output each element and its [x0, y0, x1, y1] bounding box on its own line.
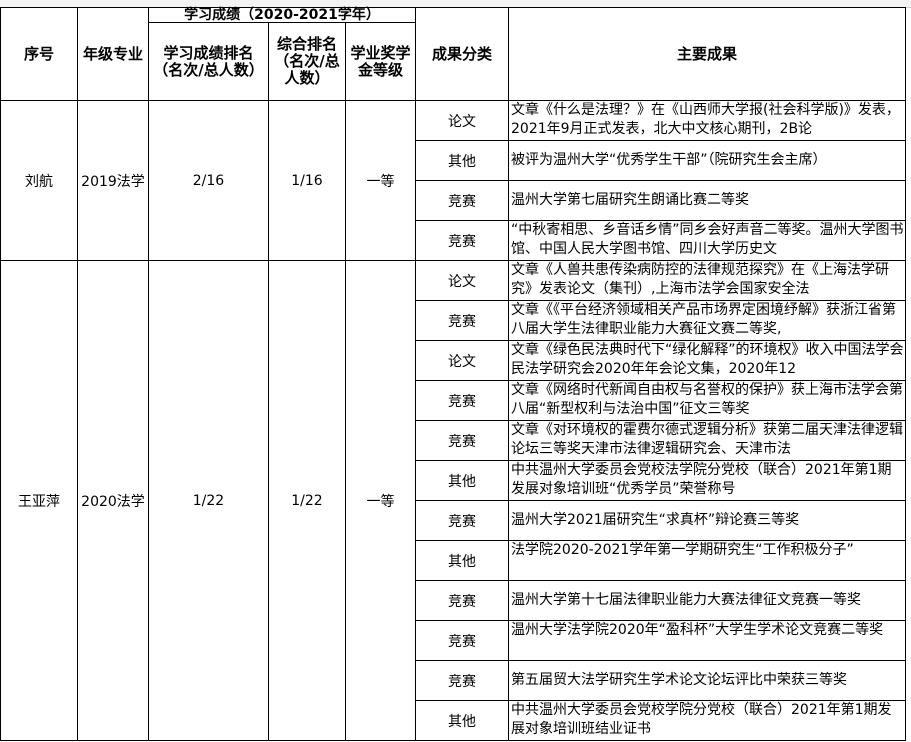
table-row: 其他 被评为温州大学“优秀学生干部”（院研究生会主席）: [1, 140, 906, 181]
header-scholarship: 学业奖学金等级: [345, 22, 416, 101]
category: 其他: [448, 153, 476, 170]
category: 其他: [448, 713, 476, 730]
grade-major: 2019法学: [77, 100, 149, 261]
achievement-cell: 第五届贸大法学研究生学术论文论坛评比中荣获三等奖: [508, 660, 906, 701]
achievement-cell: 法学院2020-2021学年第一学期研究生“工作积极分子”: [508, 540, 906, 581]
table-row: 竞赛 “中秋寄相思、乡音话乡情”同乡会好声音二等奖。温州大学图书馆、中国人民大学图…: [1, 220, 906, 261]
category: 竞赛: [448, 513, 476, 530]
achievement-text: 温州大学第七届研究生朗诵比赛二等奖: [511, 192, 749, 208]
category-cell: 论文: [415, 260, 509, 301]
achievement-cell: 文章《绿色民法典时代下“绿化解释”的环境权》收入中国法学会民法学研究会2020年…: [508, 340, 906, 381]
category: 其他: [448, 473, 476, 490]
table-row: 论文 文章《绿色民法典时代下“绿化解释”的环境权》收入中国法学会民法学研究会202…: [1, 340, 906, 381]
achievement-text: 温州大学2021届研究生“求真杯”辩论赛三等奖: [511, 512, 800, 528]
category-cell: 竞赛: [415, 180, 509, 221]
achievement-table: 序号 年级专业 学习成绩（2020-2021学年） 成果分类 主要成果 学习成绩…: [0, 7, 906, 741]
scholarship-level: 一等: [345, 100, 416, 261]
table-row: 刘航 2019法学 2/16 1/16 一等 论文 文章《什么是法理？》在《山西师大学报(社…: [0, 100, 906, 261]
category: 论文: [448, 113, 476, 130]
category-cell: 竞赛: [415, 580, 509, 621]
student-name: 王亚萍: [0, 260, 78, 741]
category: 其他: [448, 553, 476, 570]
achievement-text: 中共温州大学委员会党校法学院分党校（联合）2021年第1期发展对象培训班“优秀学…: [511, 462, 892, 497]
header-study-rank: 学习成绩排名（名次/总人数）: [148, 22, 269, 101]
achievement-cell: 中共温州大学委员会党校法学院分党校（联合）2021年第1期发展对象培训班“优秀学…: [508, 460, 906, 501]
category: 竞赛: [448, 393, 476, 410]
achievement-text: 文章《对环境权的霍费尔德式逻辑分析》获第二届天津法律逻辑论坛三等奖天津市法律逻辑…: [511, 422, 903, 457]
header-index: 序号: [0, 7, 78, 101]
category-cell: 竞赛: [415, 420, 509, 461]
overall-rank: 1/16: [268, 100, 346, 261]
header-achievements: 主要成果: [508, 7, 906, 101]
table-row: 竞赛 文章《对环境权的霍费尔德式逻辑分析》获第二届天津法律逻辑论坛三等奖天津市法律…: [1, 420, 906, 461]
achievement-text: 文章《绿色民法典时代下“绿化解释”的环境权》收入中国法学会民法学研究会2020年…: [511, 342, 904, 377]
achievement-text: 文章《《平台经济领域相关产品市场界定困境纾解》获浙江省第八届大学生法律职业能力大…: [511, 302, 896, 337]
achievement-cell: 温州大学法学院2020年“盈科杯”大学生学术论文竞赛二等奖: [508, 620, 906, 661]
achievement-cell: 温州大学第七届研究生朗诵比赛二等奖: [508, 180, 906, 221]
achievement-cell: 被评为温州大学“优秀学生干部”（院研究生会主席）: [508, 140, 906, 181]
category-cell: 其他: [415, 540, 509, 581]
grade-major: 2020法学: [77, 260, 149, 741]
category: 论文: [448, 353, 476, 370]
achievement-cell: 文章《对环境权的霍费尔德式逻辑分析》获第二届天津法律逻辑论坛三等奖天津市法律逻辑…: [508, 420, 906, 461]
achievement-cell: 温州大学2021届研究生“求真杯”辩论赛三等奖: [508, 500, 906, 541]
category-cell: 论文: [415, 340, 509, 381]
achievement-cell: 温州大学第十七届法律职业能力大赛法律征文竞赛一等奖: [508, 580, 906, 621]
achievement-text: 温州大学法学院2020年“盈科杯”大学生学术论文竞赛二等奖: [511, 622, 884, 638]
table-row: 王亚萍 2020法学 1/22 1/22 一等 论文 文章《人兽共患传染病防控的法律规范探究…: [0, 260, 906, 741]
overall-rank: 1/22: [268, 260, 346, 741]
header-grade-major: 年级专业: [77, 7, 149, 101]
category-cell: 竞赛: [415, 220, 509, 261]
achievement-text: 文章《人兽共患传染病防控的法律规范探究》在《上海法学研究》发表论文（集刊）,上海…: [511, 262, 889, 297]
achievement-cell: 文章《网络时代新闻自由权与名誉权的保护》获上海市法学会第八届“新型权利与法治中国…: [508, 380, 906, 421]
table-row: 竞赛 温州大学第十七届法律职业能力大赛法律征文竞赛一等奖: [1, 580, 906, 621]
category: 竞赛: [448, 313, 476, 330]
header-category: 成果分类: [415, 7, 509, 101]
category-cell: 其他: [415, 140, 509, 181]
achievement-cell: 文章《什么是法理？》在《山西师大学报(社会科学版)》发表，2021年9月正式发表…: [508, 100, 906, 141]
category: 竞赛: [448, 433, 476, 450]
table-row: 其他 中共温州大学委员会党校学院分党校（联合）2021年第1期发展对象培训班结业证…: [1, 700, 906, 741]
achievement-text: 文章《网络时代新闻自由权与名誉权的保护》获上海市法学会第八届“新型权利与法治中国…: [511, 382, 903, 417]
category-cell: 竞赛: [415, 300, 509, 341]
achievement-text: 被评为温州大学“优秀学生干部”（院研究生会主席）: [511, 152, 827, 168]
achievement-cell: “中秋寄相思、乡音话乡情”同乡会好声音二等奖。温州大学图书馆、中国人民大学图书馆…: [508, 220, 906, 261]
study-rank: 1/22: [148, 260, 269, 741]
category: 论文: [448, 273, 476, 290]
category: 竞赛: [448, 233, 476, 250]
study-rank: 2/16: [148, 100, 269, 261]
category-cell: 竞赛: [415, 500, 509, 541]
header-academic-group: 学习成绩（2020-2021学年）: [148, 7, 416, 23]
category-cell: 竞赛: [415, 660, 509, 701]
table-row: 竞赛 温州大学2021届研究生“求真杯”辩论赛三等奖: [1, 500, 906, 541]
achievement-cell: 文章《人兽共患传染病防控的法律规范探究》在《上海法学研究》发表论文（集刊）,上海…: [508, 260, 906, 301]
table-row: 竞赛 文章《《平台经济领域相关产品市场界定困境纾解》获浙江省第八届大学生法律职业能…: [1, 300, 906, 341]
achievement-text: 温州大学第十七届法律职业能力大赛法律征文竞赛一等奖: [511, 592, 861, 608]
category-cell: 竞赛: [415, 380, 509, 421]
achievement-text: 法学院2020-2021学年第一学期研究生“工作积极分子”: [511, 542, 854, 558]
scholarship-level: 一等: [345, 260, 416, 741]
achievement-cell: 中共温州大学委员会党校学院分党校（联合）2021年第1期发展对象培训班结业证书: [508, 700, 906, 741]
achievement-cell: 文章《《平台经济领域相关产品市场界定困境纾解》获浙江省第八届大学生法律职业能力大…: [508, 300, 906, 341]
achievement-text: 第五届贸大法学研究生学术论文论坛评比中荣获三等奖: [511, 672, 847, 688]
achievement-text: 中共温州大学委员会党校学院分党校（联合）2021年第1期发展对象培训班结业证书: [511, 702, 892, 737]
category-cell: 其他: [415, 700, 509, 741]
achievement-text: 文章《什么是法理？》在《山西师大学报(社会科学版)》发表，2021年9月正式发表…: [511, 102, 900, 137]
header-overall-rank: 综合排名（名次/总人数）: [268, 22, 346, 101]
category: 竞赛: [448, 673, 476, 690]
category-cell: 竞赛: [415, 620, 509, 661]
achievement-text: “中秋寄相思、乡音话乡情”同乡会好声音二等奖。温州大学图书馆、中国人民大学图书馆…: [511, 222, 904, 257]
student-name: 刘航: [0, 100, 78, 261]
category-cell: 其他: [415, 460, 509, 501]
table-row: 其他 中共温州大学委员会党校法学院分党校（联合）2021年第1期发展对象培训班“优…: [1, 460, 906, 501]
category: 竞赛: [448, 193, 476, 210]
category-cell: 论文: [415, 100, 509, 141]
category: 竞赛: [448, 633, 476, 650]
category: 竞赛: [448, 593, 476, 610]
